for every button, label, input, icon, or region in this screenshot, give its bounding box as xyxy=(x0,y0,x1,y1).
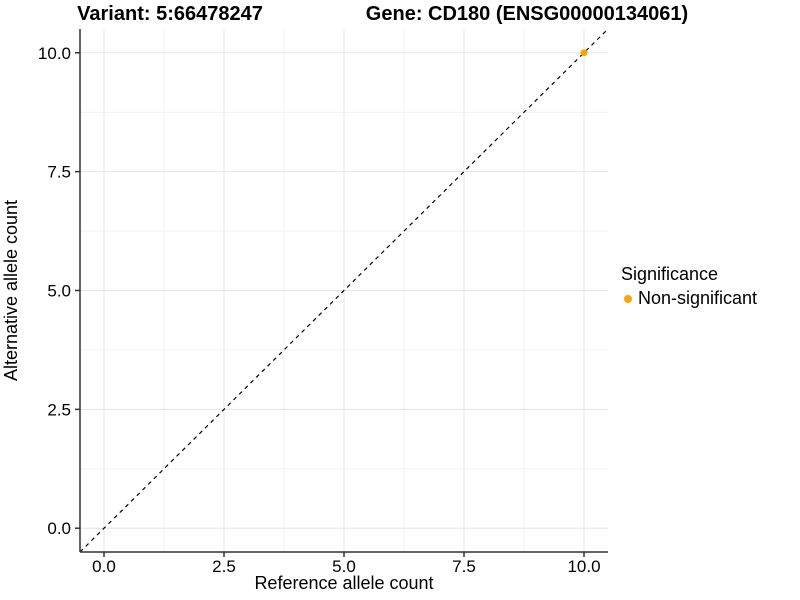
gene-title: Gene: CD180 (ENSG00000134061) xyxy=(365,3,689,25)
x-tick-label: 2.5 xyxy=(212,557,236,576)
legend-item: Non-significant xyxy=(621,288,757,309)
legend-title: Significance xyxy=(621,264,719,284)
identity-dashed-line xyxy=(79,28,609,553)
y-tick-label: 10.0 xyxy=(38,44,71,63)
legend: Significance Non-significant xyxy=(621,263,757,309)
x-tick-label: 10.0 xyxy=(567,557,600,576)
legend-point-icon xyxy=(624,294,632,303)
y-tick-label: 2.5 xyxy=(47,400,71,419)
y-axis-title: Alternative allele count xyxy=(1,199,22,382)
legend-item-label: Non-significant xyxy=(638,288,758,308)
x-tick-label: 0.0 xyxy=(92,557,116,576)
y-tick-label: 0.0 xyxy=(47,519,71,538)
variant-title: Variant: 5:66478247 xyxy=(77,3,263,25)
y-axis-title-box: Alternative allele count xyxy=(2,29,22,552)
data-point xyxy=(580,49,588,57)
x-tick-label: 7.5 xyxy=(452,557,476,576)
x-axis-title: Reference allele count xyxy=(254,573,434,593)
y-tick-label: 7.5 xyxy=(47,163,71,182)
x-tick-label: 5.0 xyxy=(332,557,356,576)
y-tick-label: 5.0 xyxy=(47,282,71,301)
